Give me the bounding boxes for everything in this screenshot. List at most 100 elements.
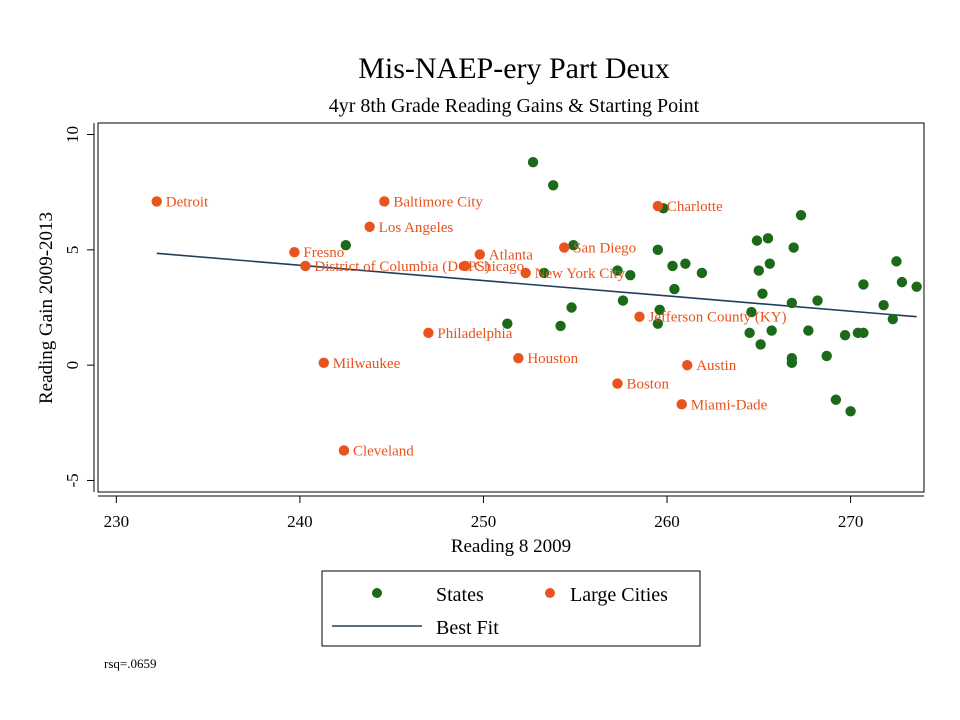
city-point	[676, 399, 687, 410]
city-point	[520, 267, 531, 279]
state-point	[696, 267, 708, 279]
city-label: Fresno	[303, 245, 344, 261]
city-point	[151, 196, 162, 207]
x-tick-label: 270	[838, 512, 864, 531]
state-point	[896, 276, 908, 288]
city-point	[559, 242, 570, 253]
city-point	[474, 249, 485, 260]
state-point	[680, 258, 691, 269]
city-point	[612, 378, 623, 389]
state-points	[340, 157, 922, 417]
city-label: Milwaukee	[333, 356, 401, 372]
y-axis-ticks: -5 0 5 10	[63, 126, 94, 488]
city-point	[513, 353, 524, 364]
state-point	[652, 244, 664, 256]
legend-fit-label: Best Fit	[436, 617, 499, 639]
city-point	[338, 445, 350, 456]
chart-subtitle: 4yr 8th Grade Reading Gains & Starting P…	[329, 95, 700, 117]
y-axis-label: Reading Gain 2009-2013	[36, 212, 57, 404]
legend-states-marker	[372, 588, 382, 598]
state-point	[803, 325, 814, 336]
x-axis-label: Reading 8 2009	[451, 536, 571, 557]
state-point	[652, 318, 664, 329]
city-point	[364, 221, 375, 232]
state-point	[566, 302, 577, 313]
state-point	[751, 235, 763, 246]
city-label: Austin	[696, 358, 737, 374]
city-point	[652, 200, 664, 212]
city-label: Cleveland	[353, 443, 414, 459]
legend-cities-marker	[545, 588, 555, 598]
y-tick-label: 10	[63, 126, 82, 143]
city-label: Boston	[626, 377, 669, 393]
state-point	[891, 256, 902, 267]
state-point	[858, 279, 869, 290]
state-point	[845, 406, 856, 417]
state-point	[795, 210, 807, 221]
city-label: Chicago	[474, 259, 524, 275]
state-point	[548, 180, 559, 191]
state-point	[911, 281, 922, 292]
state-point	[555, 320, 566, 332]
state-point	[612, 265, 623, 276]
city-point	[379, 196, 390, 207]
rsq-note: rsq=.0659	[104, 656, 156, 671]
state-point	[667, 260, 678, 272]
city-label: Houston	[527, 351, 578, 367]
city-label: New York City	[535, 266, 626, 282]
city-label: District of Columbia (DCPS)	[314, 259, 489, 275]
city-point	[634, 311, 645, 322]
plot-area	[97, 122, 925, 493]
state-point	[617, 295, 629, 306]
state-point	[746, 306, 757, 318]
city-points: Detroit Baltimore City Los Angeles FresnoDi…	[151, 194, 787, 459]
state-point	[764, 258, 776, 269]
x-axis-ticks: 230 240 250 260 270	[104, 496, 864, 531]
city-label: San Diego	[573, 241, 636, 257]
state-point	[786, 357, 798, 369]
city-point	[459, 260, 471, 272]
state-point	[654, 304, 665, 316]
legend: States Large Cities Best Fit	[321, 570, 701, 647]
state-point	[669, 283, 680, 295]
x-tick-label: 250	[471, 512, 497, 531]
state-point	[568, 240, 579, 251]
state-point	[786, 297, 798, 309]
state-point	[538, 267, 550, 279]
state-point	[788, 242, 799, 253]
legend-box	[321, 570, 701, 647]
city-label: Los Angeles	[379, 220, 454, 236]
city-point	[318, 357, 329, 369]
state-point	[340, 240, 351, 251]
city-label: Miami-Dade	[691, 397, 768, 413]
y-tick-label: -5	[63, 473, 82, 487]
x-tick-label: 230	[104, 512, 130, 531]
city-label: Atlanta	[489, 247, 533, 263]
city-label: Philadelphia	[437, 326, 512, 342]
chart-title: Mis-NAEP-ery Part Deux	[358, 52, 670, 85]
state-point	[527, 157, 539, 168]
x-tick-label: 240	[287, 512, 313, 531]
city-point	[423, 327, 434, 339]
city-point	[289, 246, 300, 258]
state-point	[755, 339, 766, 350]
state-point	[762, 233, 774, 244]
state-point	[821, 350, 832, 362]
city-label: Jefferson County (KY)	[648, 310, 786, 326]
x-tick-label: 260	[654, 512, 680, 531]
legend-states-label: States	[436, 584, 484, 606]
city-label: Detroit	[166, 194, 209, 210]
city-label: Baltimore City	[393, 194, 483, 210]
y-tick-label: 0	[63, 361, 82, 370]
state-point	[766, 325, 777, 336]
state-point	[878, 299, 889, 311]
state-point	[502, 318, 513, 329]
state-point	[839, 329, 851, 341]
state-point	[757, 288, 768, 299]
state-point	[887, 313, 898, 325]
city-point	[682, 359, 693, 371]
legend-cities-label: Large Cities	[570, 584, 668, 606]
y-tick-label: 5	[63, 246, 82, 255]
state-point	[858, 327, 869, 339]
